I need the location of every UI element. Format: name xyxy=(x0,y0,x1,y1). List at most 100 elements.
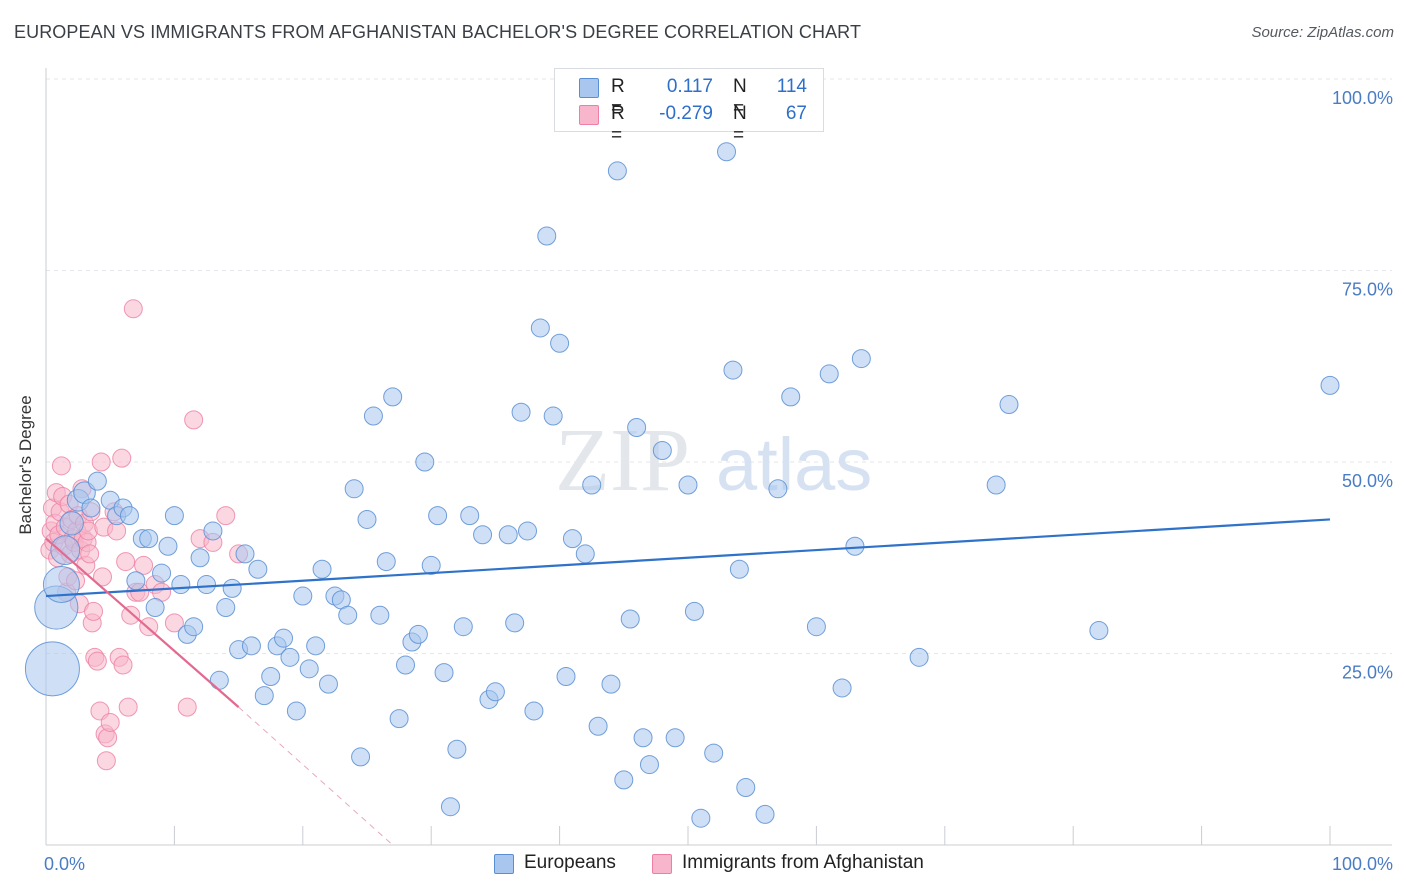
european-point xyxy=(293,586,313,606)
european-point xyxy=(254,686,274,706)
european-point xyxy=(351,747,371,767)
y-axis-title-wrap: Bachelor's Degree xyxy=(6,380,46,550)
afghan-swatch xyxy=(652,854,672,874)
european-point xyxy=(158,536,178,556)
european-point xyxy=(460,506,480,526)
europeans-swatch xyxy=(579,78,599,98)
european-point xyxy=(87,471,107,491)
european-point xyxy=(119,506,139,526)
european-point xyxy=(50,535,81,565)
afghan-trend-line xyxy=(45,537,240,708)
afghan-point xyxy=(118,697,138,717)
european-point xyxy=(633,728,653,748)
tick-labels: 25.0% 50.0% 75.0% 100.0% 0.0% 100.0% xyxy=(44,88,1393,874)
european-point xyxy=(473,525,493,545)
european-point xyxy=(408,624,428,644)
european-point xyxy=(222,578,242,598)
europeans-swatch xyxy=(494,854,514,874)
european-point xyxy=(171,575,191,595)
european-point xyxy=(370,605,390,625)
afghan-point xyxy=(84,601,104,621)
european-point xyxy=(396,655,416,675)
european-point xyxy=(665,728,685,748)
european-point xyxy=(164,506,184,526)
european-point xyxy=(190,548,210,568)
afghan-point xyxy=(92,567,112,587)
watermark: ZIP atlas xyxy=(555,411,872,510)
afghan-point xyxy=(134,555,154,575)
afghan-point xyxy=(121,605,141,625)
european-point xyxy=(216,598,236,618)
n-value: 114 xyxy=(776,76,807,97)
afghan-point xyxy=(116,552,136,572)
european-point xyxy=(485,682,505,702)
european-point xyxy=(524,701,544,721)
european-point xyxy=(59,511,84,536)
european-point xyxy=(505,613,525,633)
chart-title: EUROPEAN VS IMMIGRANTS FROM AFGHANISTAN … xyxy=(14,22,862,42)
european-point xyxy=(851,349,871,369)
afghan-point xyxy=(87,651,107,671)
european-point xyxy=(383,387,403,407)
european-point xyxy=(261,666,281,686)
afghan-point xyxy=(164,613,184,633)
european-point xyxy=(999,395,1019,415)
european-point xyxy=(562,529,582,549)
european-point xyxy=(344,479,364,499)
european-point xyxy=(24,641,80,697)
european-point xyxy=(704,743,724,763)
x-tick-label: 100.0% xyxy=(1332,854,1393,874)
european-point xyxy=(498,525,518,545)
stats-legend: R = 0.117 N = 114 R = -0.279 N = 67 xyxy=(554,68,824,146)
european-point xyxy=(376,552,396,572)
european-point xyxy=(684,601,704,621)
european-point xyxy=(357,509,377,529)
european-point xyxy=(588,716,608,736)
european-point xyxy=(819,364,839,384)
european-point xyxy=(652,441,672,461)
european-point xyxy=(241,636,261,656)
european-point xyxy=(986,475,1006,495)
european-point xyxy=(312,559,332,579)
european-point xyxy=(755,804,775,824)
european-point xyxy=(627,418,647,438)
y-axis-title: Bachelor's Degree xyxy=(16,395,35,535)
european-point xyxy=(152,563,172,583)
afghan-point xyxy=(113,655,133,675)
european-point xyxy=(42,566,80,604)
y-tick-label: 75.0% xyxy=(1342,280,1393,300)
afghan-point xyxy=(80,544,100,564)
r-label: R = xyxy=(611,103,625,146)
european-point xyxy=(126,571,146,591)
european-point xyxy=(691,808,711,828)
european-point xyxy=(299,659,319,679)
european-point xyxy=(139,529,159,549)
afghan-point xyxy=(216,506,236,526)
afghan-point xyxy=(184,410,204,430)
afghan-points xyxy=(40,299,249,771)
european-point xyxy=(845,536,865,556)
european-point xyxy=(736,778,756,798)
trend-lines xyxy=(45,518,1331,846)
r-value: -0.279 xyxy=(659,103,713,124)
european-point xyxy=(639,755,659,775)
european-point xyxy=(832,678,852,698)
n-value: 67 xyxy=(785,103,807,124)
r-value: 0.117 xyxy=(666,76,713,97)
european-point xyxy=(286,701,306,721)
european-point xyxy=(415,452,435,472)
european-points xyxy=(24,142,1340,828)
european-point xyxy=(235,544,255,564)
afghan-point xyxy=(177,697,197,717)
european-point xyxy=(678,475,698,495)
watermark-atlas: atlas xyxy=(716,423,872,506)
european-point xyxy=(582,475,602,495)
n-label: N = xyxy=(733,76,747,119)
european-point xyxy=(550,333,570,353)
european-point xyxy=(184,617,204,637)
n-label: N = xyxy=(733,103,747,146)
european-point xyxy=(607,161,627,181)
european-point xyxy=(723,360,743,380)
european-point xyxy=(363,406,383,426)
